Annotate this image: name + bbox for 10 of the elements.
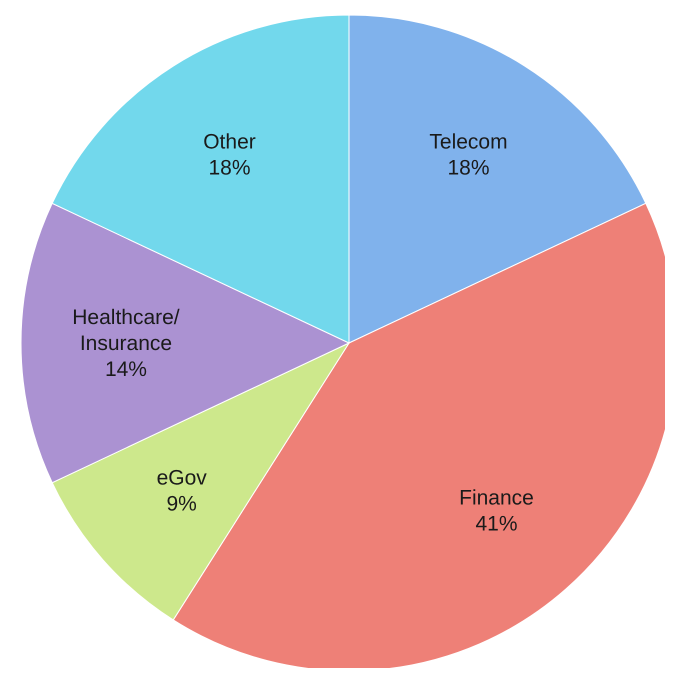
slice-label: Other [203, 130, 256, 154]
data-label: 18% [447, 156, 490, 180]
slice-label: eGov [156, 466, 208, 489]
data-label: 14% [104, 358, 147, 380]
slice-label: Telecom [429, 130, 508, 154]
slice-label: Finance [459, 486, 534, 509]
data-label: 41% [475, 512, 518, 535]
slice-label: Healthcare/ Insurance [72, 306, 180, 354]
data-label: 9% [166, 492, 197, 515]
data-label: 18% [208, 156, 251, 180]
